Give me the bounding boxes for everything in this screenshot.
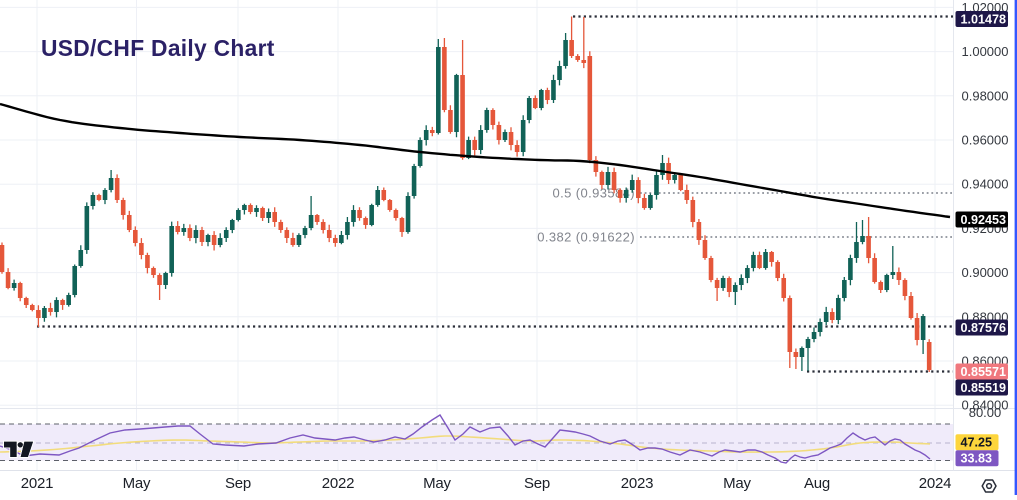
svg-text:Aug: Aug bbox=[804, 475, 830, 492]
svg-text:0.84000: 0.84000 bbox=[962, 398, 1009, 413]
svg-text:0.85519: 0.85519 bbox=[961, 381, 1007, 395]
svg-text:33.83: 33.83 bbox=[961, 452, 993, 466]
svg-text:USD/CHF Daily Chart: USD/CHF Daily Chart bbox=[41, 35, 275, 61]
svg-text:May: May bbox=[123, 475, 151, 492]
svg-text:0.85571: 0.85571 bbox=[961, 365, 1007, 379]
svg-text:2022: 2022 bbox=[322, 475, 355, 492]
svg-text:0.94000: 0.94000 bbox=[962, 177, 1009, 192]
svg-text:80.00: 80.00 bbox=[969, 405, 1002, 420]
svg-text:0.92453: 0.92453 bbox=[961, 213, 1007, 227]
svg-text:Sep: Sep bbox=[524, 475, 550, 492]
svg-text:47.25: 47.25 bbox=[961, 436, 993, 450]
svg-text:Sep: Sep bbox=[225, 475, 251, 492]
svg-text:2024: 2024 bbox=[919, 475, 952, 492]
svg-text:0.382 (0.91622): 0.382 (0.91622) bbox=[537, 230, 635, 245]
svg-text:0.98000: 0.98000 bbox=[962, 88, 1009, 103]
svg-text:1.01478: 1.01478 bbox=[961, 12, 1007, 26]
svg-text:0.90000: 0.90000 bbox=[962, 265, 1009, 280]
svg-text:2023: 2023 bbox=[621, 475, 654, 492]
svg-text:May: May bbox=[723, 475, 751, 492]
svg-text:May: May bbox=[423, 475, 451, 492]
svg-text:2021: 2021 bbox=[21, 475, 54, 492]
svg-text:0.5 (0.93584): 0.5 (0.93584) bbox=[552, 186, 635, 201]
svg-text:1.00000: 1.00000 bbox=[962, 44, 1009, 59]
svg-text:0.96000: 0.96000 bbox=[962, 133, 1009, 148]
svg-text:0.87576: 0.87576 bbox=[961, 321, 1007, 335]
